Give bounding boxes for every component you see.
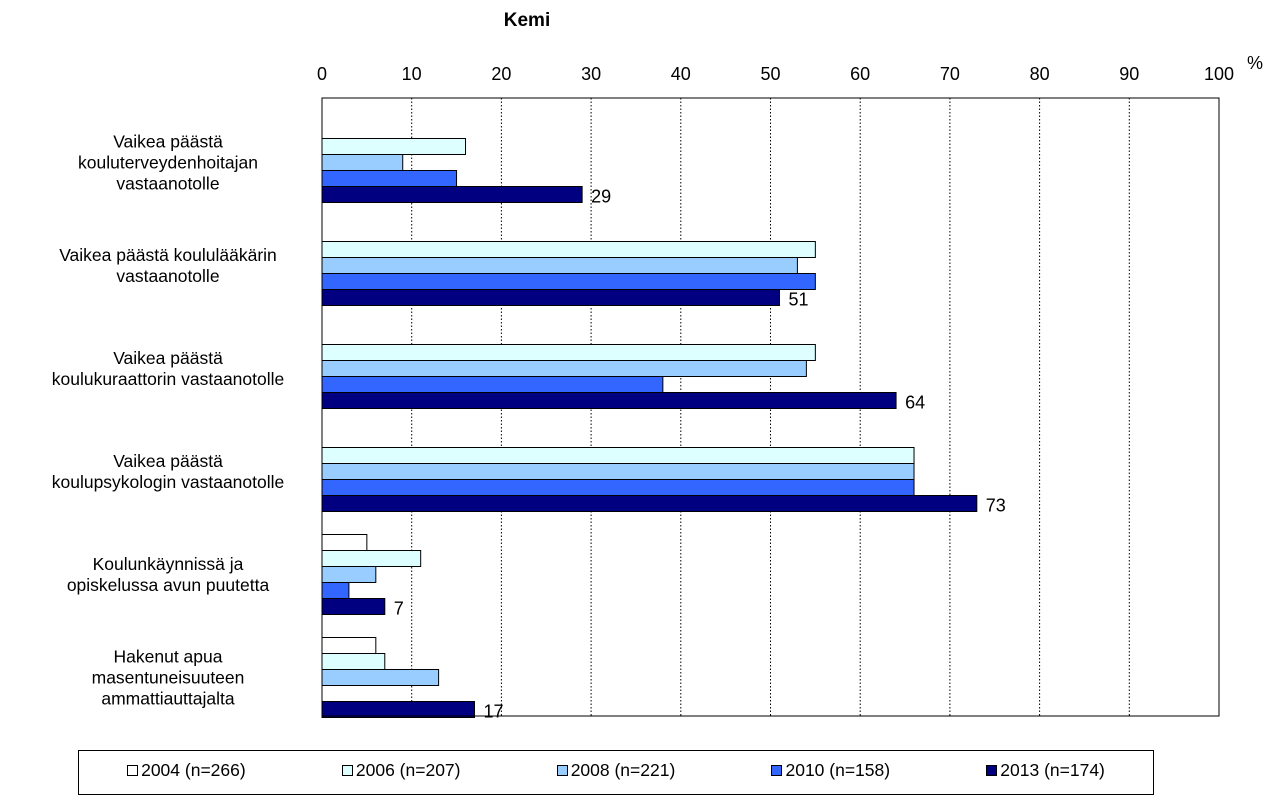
category-label: vastaanotolle bbox=[116, 266, 219, 286]
x-tick-label: 20 bbox=[491, 64, 511, 84]
bar bbox=[321, 669, 440, 686]
category-label: opiskelussa avun puutetta bbox=[67, 575, 270, 595]
x-tick-label: 60 bbox=[850, 64, 870, 84]
category-label: Vaikea päästä bbox=[113, 132, 223, 152]
bar bbox=[321, 138, 467, 155]
data-label: 73 bbox=[986, 496, 1006, 516]
bar bbox=[321, 360, 807, 377]
legend-swatch bbox=[986, 765, 998, 776]
legend-swatch bbox=[341, 765, 353, 776]
bar bbox=[321, 344, 816, 361]
x-tick-label: 70 bbox=[940, 64, 960, 84]
legend-label: 2008 (n=221) bbox=[570, 760, 676, 780]
category-label: Hakenut apua bbox=[114, 647, 223, 667]
bar bbox=[321, 273, 816, 290]
bar bbox=[321, 154, 404, 171]
x-tick-label: 50 bbox=[760, 64, 780, 84]
category-label: Vaikea päästä koululääkärin bbox=[59, 245, 277, 265]
legend-swatch bbox=[127, 765, 139, 776]
bar bbox=[321, 376, 664, 393]
x-tick-label: 30 bbox=[581, 64, 601, 84]
data-label: 17 bbox=[483, 702, 503, 722]
category-labels: Vaikea päästäkouluterveydenhoitajanvasta… bbox=[52, 132, 285, 709]
bar bbox=[321, 550, 422, 567]
bar bbox=[321, 582, 350, 599]
legend-item: 2013 (n=174) bbox=[986, 760, 1105, 781]
category-label: masentuneisuuteen bbox=[92, 668, 245, 688]
bar bbox=[321, 241, 816, 258]
category-label: koulupsykologin vastaanotolle bbox=[52, 472, 285, 492]
bar bbox=[321, 186, 583, 203]
x-axis-tick-labels: 0 10 20 30 40 50 60 70 80 90 100 bbox=[317, 64, 1234, 84]
x-tick-label: 90 bbox=[1119, 64, 1139, 84]
category-label: vastaanotolle bbox=[116, 174, 219, 194]
bar bbox=[321, 289, 780, 306]
x-tick-label: 100 bbox=[1204, 64, 1234, 84]
legend-label: 2010 (n=158) bbox=[785, 760, 891, 780]
bar bbox=[321, 479, 915, 496]
legend-item: 2006 (n=207) bbox=[341, 760, 461, 781]
legend-label: 2006 (n=207) bbox=[355, 760, 461, 780]
axis-unit-label: % bbox=[1247, 53, 1263, 73]
legend-label: 2004 (n=266) bbox=[141, 760, 246, 780]
x-tick-label: 10 bbox=[402, 64, 422, 84]
category-label: Vaikea päästä bbox=[113, 451, 223, 471]
data-label: 29 bbox=[591, 187, 611, 207]
bar bbox=[321, 463, 915, 480]
bar bbox=[321, 653, 386, 670]
bar bbox=[321, 257, 798, 274]
legend-item: 2004 (n=266) bbox=[127, 760, 246, 781]
legend-item: 2010 (n=158) bbox=[771, 760, 890, 781]
bar bbox=[321, 701, 475, 718]
x-tick-label: 0 bbox=[317, 64, 327, 84]
bar bbox=[321, 447, 915, 464]
data-label: 51 bbox=[788, 290, 808, 310]
bar bbox=[321, 637, 377, 654]
category-label: koulukuraattorin vastaanotolle bbox=[52, 369, 285, 389]
bar bbox=[321, 598, 386, 615]
plot-frame bbox=[321, 97, 1220, 717]
category-label: kouluterveydenhoitajan bbox=[78, 153, 258, 173]
legend: 2004 (n=266) 2006 (n=207) 2008 (n=221) 2010… bbox=[78, 750, 1154, 795]
legend-swatch bbox=[556, 765, 568, 776]
legend-swatch bbox=[771, 765, 783, 776]
bars bbox=[321, 138, 978, 718]
data-label: 7 bbox=[394, 599, 404, 619]
bar bbox=[321, 392, 897, 409]
bar bbox=[321, 170, 458, 187]
category-label: Vaikea päästä bbox=[113, 348, 223, 368]
x-tick-label: 40 bbox=[671, 64, 691, 84]
bar bbox=[321, 534, 368, 551]
category-label: Koulunkäynnissä ja bbox=[93, 554, 244, 574]
bar bbox=[321, 566, 377, 583]
category-label: ammattiauttajalta bbox=[101, 689, 235, 709]
bar bbox=[321, 495, 978, 512]
x-tick-label: 80 bbox=[1030, 64, 1050, 84]
data-label: 64 bbox=[905, 393, 925, 413]
legend-item: 2008 (n=221) bbox=[556, 760, 676, 781]
legend-label: 2013 (n=174) bbox=[1000, 760, 1105, 780]
chart-title: Kemi bbox=[504, 10, 550, 31]
